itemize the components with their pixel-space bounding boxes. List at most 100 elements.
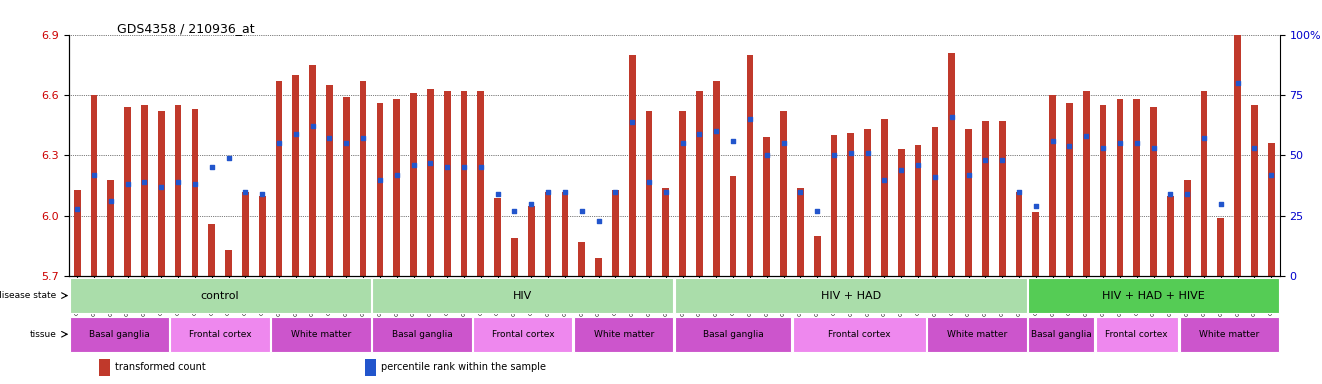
Point xyxy=(706,128,727,134)
Point xyxy=(1210,201,1231,207)
Point xyxy=(251,191,272,197)
Bar xyxy=(574,317,673,352)
Bar xyxy=(1032,212,1039,276)
Bar xyxy=(473,317,572,352)
Bar xyxy=(680,111,686,276)
Bar xyxy=(360,81,366,276)
Point xyxy=(1159,191,1181,197)
Bar xyxy=(1133,99,1140,276)
Bar xyxy=(373,278,673,313)
Point xyxy=(773,140,795,146)
Bar xyxy=(74,190,81,276)
Bar xyxy=(562,192,568,276)
Bar xyxy=(629,55,636,276)
Point xyxy=(941,114,962,120)
Point xyxy=(386,172,407,178)
Bar xyxy=(697,91,703,276)
Text: HIV + HAD: HIV + HAD xyxy=(821,291,880,301)
Bar xyxy=(545,192,551,276)
Point xyxy=(471,164,492,170)
Point xyxy=(824,152,845,159)
Text: transformed count: transformed count xyxy=(115,362,205,372)
Point xyxy=(806,208,828,214)
Point xyxy=(184,181,205,187)
Bar xyxy=(999,121,1006,276)
Point xyxy=(403,162,424,168)
Bar xyxy=(192,109,198,276)
Bar xyxy=(444,91,451,276)
Point xyxy=(453,164,475,170)
Bar xyxy=(70,317,169,352)
Bar xyxy=(747,55,754,276)
Point xyxy=(672,140,693,146)
Point xyxy=(486,191,508,197)
Bar xyxy=(982,121,989,276)
Bar xyxy=(578,242,586,276)
Point xyxy=(841,150,862,156)
Bar xyxy=(342,97,349,276)
Bar xyxy=(1235,25,1241,276)
Bar xyxy=(1015,192,1022,276)
Bar xyxy=(645,111,652,276)
Text: Basal ganglia: Basal ganglia xyxy=(391,330,452,339)
Point xyxy=(554,189,575,195)
Bar xyxy=(932,127,939,276)
Point xyxy=(1076,133,1097,139)
Bar xyxy=(99,359,110,376)
Bar xyxy=(242,192,249,276)
Point xyxy=(1227,80,1248,86)
Point xyxy=(857,150,878,156)
Bar xyxy=(676,278,1027,313)
Point xyxy=(1009,189,1030,195)
Bar xyxy=(1251,105,1257,276)
Point xyxy=(134,179,155,185)
Point xyxy=(604,189,625,195)
Point xyxy=(1059,143,1080,149)
Text: White matter: White matter xyxy=(947,330,1007,339)
Bar xyxy=(763,137,771,276)
Point xyxy=(301,123,323,129)
Bar xyxy=(676,317,791,352)
Bar xyxy=(427,89,434,276)
Text: White matter: White matter xyxy=(1199,330,1260,339)
Point xyxy=(656,189,677,195)
Point xyxy=(571,208,592,214)
Text: disease state: disease state xyxy=(0,291,57,300)
Bar xyxy=(171,317,270,352)
Text: GDS4358 / 210936_at: GDS4358 / 210936_at xyxy=(118,22,255,35)
Bar xyxy=(373,317,472,352)
Point xyxy=(891,167,912,173)
Point xyxy=(1261,172,1282,178)
Text: HIV: HIV xyxy=(513,291,533,301)
Text: White matter: White matter xyxy=(594,330,654,339)
Point xyxy=(639,179,660,185)
Text: Frontal cortex: Frontal cortex xyxy=(189,330,251,339)
Point xyxy=(1244,145,1265,151)
Point xyxy=(1026,203,1047,209)
Text: Basal ganglia: Basal ganglia xyxy=(1031,330,1092,339)
Point xyxy=(907,162,928,168)
Bar xyxy=(124,107,131,276)
Bar xyxy=(1200,91,1207,276)
Point xyxy=(1042,138,1063,144)
Point xyxy=(235,189,256,195)
Point xyxy=(83,172,104,178)
Point xyxy=(924,174,945,180)
Point xyxy=(151,184,172,190)
Point xyxy=(521,201,542,207)
Bar xyxy=(410,93,416,276)
Bar xyxy=(1167,196,1174,276)
Text: Frontal cortex: Frontal cortex xyxy=(1105,330,1169,339)
Bar xyxy=(797,188,804,276)
Bar xyxy=(793,317,925,352)
Bar xyxy=(713,81,719,276)
Bar xyxy=(292,75,299,276)
Bar xyxy=(1083,91,1089,276)
Point xyxy=(100,198,122,204)
Bar xyxy=(662,188,669,276)
Bar xyxy=(460,91,468,276)
Point xyxy=(621,119,642,125)
Text: Frontal cortex: Frontal cortex xyxy=(828,330,891,339)
Point xyxy=(1126,140,1147,146)
Text: Basal ganglia: Basal ganglia xyxy=(703,330,764,339)
